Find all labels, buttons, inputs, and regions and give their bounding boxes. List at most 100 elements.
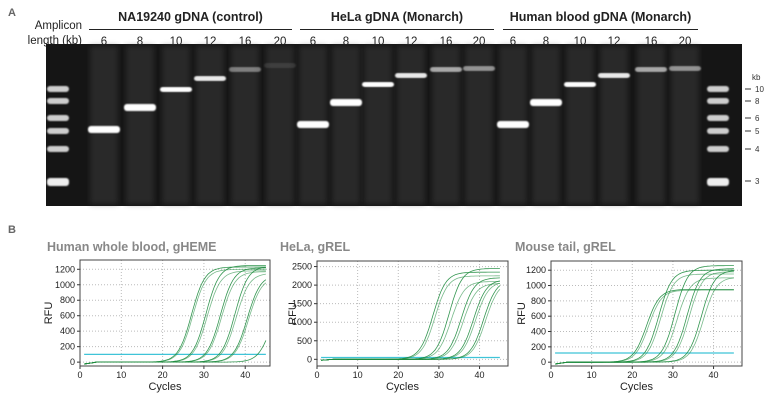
plot-frame [79, 259, 271, 367]
marker-size-label: 6 [755, 114, 760, 123]
sample-band [362, 82, 394, 87]
group-title: HeLa gDNA (Monarch) [330, 10, 464, 24]
marker-size-label: 3 [755, 177, 760, 186]
y-tick-label: 200 [531, 342, 546, 352]
lane-label: 10 [169, 36, 183, 48]
group-title: NA19240 gDNA (control) [118, 10, 263, 24]
lane-label: 6 [509, 36, 517, 48]
group-title: Human blood gDNA (Monarch) [509, 10, 692, 24]
x-axis-label: Cycles [620, 381, 654, 393]
sample-band [194, 76, 226, 81]
x-tick-label: 20 [627, 370, 637, 380]
y-tick-label: 0 [307, 354, 312, 364]
y-tick-label: 1000 [292, 317, 312, 327]
sample-band [669, 66, 701, 71]
gel-lane-smear [126, 46, 154, 204]
lane-label: 12 [607, 36, 621, 48]
ladder-band [47, 86, 69, 92]
gel-lane-smear [196, 46, 224, 204]
x-tick-label: 0 [548, 370, 553, 380]
ladder-band [47, 146, 69, 152]
y-tick-label: 500 [297, 336, 312, 346]
lane-label: 8 [342, 36, 350, 48]
lane-label: 6 [100, 36, 108, 48]
ladder-band [47, 178, 69, 186]
y-tick-label: 0 [541, 357, 546, 367]
lane-label: 20 [678, 36, 692, 48]
amplification-curve [555, 277, 734, 365]
marker-size-label: 10 [755, 85, 764, 94]
y-tick-label: 200 [60, 342, 75, 352]
sample-band [395, 73, 427, 78]
sample-band [564, 82, 596, 87]
lane-label: 10 [371, 36, 385, 48]
ladder-band [707, 86, 729, 92]
gel-lane-smear [266, 46, 294, 204]
gel-lane-smear [90, 46, 118, 204]
y-tick-label: 2000 [292, 280, 312, 290]
x-tick-label: 0 [77, 370, 82, 380]
gel-lane-smear [397, 46, 425, 204]
amplification-curve [555, 265, 734, 365]
gel-lane-smear [162, 46, 190, 204]
chart-title: HeLa, gREL [280, 240, 351, 254]
x-tick-label: 0 [314, 370, 319, 380]
x-axis-label: Cycles [148, 381, 182, 393]
plot-frame [550, 260, 743, 367]
sample-band [330, 99, 362, 107]
marker-size-label: 8 [755, 97, 760, 106]
sample-band [264, 63, 296, 68]
x-tick-label: 30 [668, 370, 678, 380]
ladder-band [707, 178, 729, 186]
gel-lane-smear [465, 46, 493, 204]
sample-band [160, 87, 192, 92]
x-tick-label: 40 [240, 370, 250, 380]
plot-frame [316, 260, 509, 367]
x-tick-label: 10 [353, 370, 363, 380]
lane-label: 10 [573, 36, 587, 48]
lane-label: 8 [542, 36, 550, 48]
gel-lane-smear [600, 46, 628, 204]
x-tick-label: 20 [393, 370, 403, 380]
x-tick-label: 20 [158, 370, 168, 380]
lane-label: 16 [238, 36, 252, 48]
panel-a-letter: A [8, 7, 16, 19]
gel-lane-smear [532, 46, 560, 204]
ladder-band [47, 128, 69, 134]
lane-label: 16 [439, 36, 453, 48]
ladder-band [707, 115, 729, 121]
x-tick-label: 40 [475, 370, 485, 380]
marker-unit-label: kb [752, 73, 761, 82]
lane-label: 8 [136, 36, 144, 48]
ladder-band [707, 128, 729, 134]
sample-band [530, 99, 562, 107]
ladder-band [707, 146, 729, 152]
marker-size-label: 5 [755, 127, 760, 136]
y-tick-label: 1500 [292, 299, 312, 309]
sample-band [88, 126, 120, 134]
gel-lane-smear [432, 46, 460, 204]
ladder-band [47, 98, 69, 104]
agarose-gel-image: kb 10 8 6 5 4 3 [46, 44, 764, 206]
amplicon-label-line1: Amplicon [34, 20, 82, 32]
x-tick-label: 30 [199, 370, 209, 380]
y-tick-label: 0 [70, 357, 75, 367]
y-axis-label: RFU [516, 302, 528, 325]
lane-label: 20 [472, 36, 486, 48]
sample-band [297, 121, 329, 129]
y-tick-label: 1200 [55, 264, 75, 274]
panel-b-letter: B [8, 224, 16, 236]
chart-title: Mouse tail, gREL [515, 240, 616, 254]
x-tick-label: 40 [709, 370, 719, 380]
sample-band [124, 104, 156, 112]
gel-lane-smear [637, 46, 665, 204]
amplification-curve [321, 289, 501, 361]
y-tick-label: 800 [60, 295, 75, 305]
sample-band [229, 67, 261, 72]
group-underline [503, 29, 698, 30]
x-tick-label: 10 [587, 370, 597, 380]
y-tick-label: 400 [531, 327, 546, 337]
gel-lane-smear [231, 46, 259, 204]
